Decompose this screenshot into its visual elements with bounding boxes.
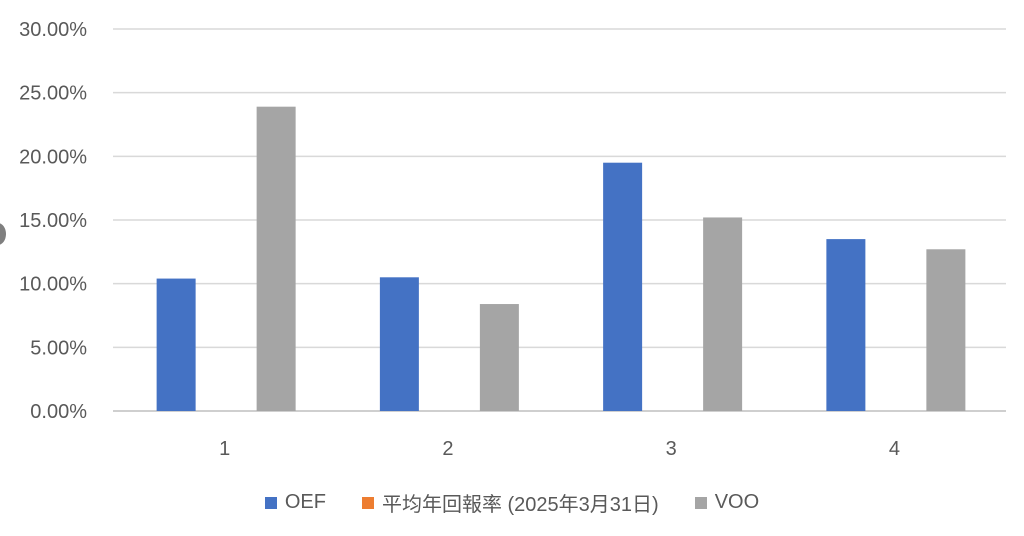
legend-label-voo: VOO [714, 491, 760, 513]
bars [156, 106, 966, 411]
bar-oef-1 [156, 278, 196, 411]
legend-item-average-return: 平均年回報率 (2025年3月31日) [361, 488, 659, 517]
bar-voo-1 [256, 106, 296, 411]
y-tick-label: 0.00% [30, 401, 87, 423]
bar-oef-2 [379, 277, 419, 411]
legend-label-average-return: 平均年回報率 (2025年3月31日) [381, 494, 659, 516]
edge-circle-icon [0, 223, 6, 245]
bar-voo-3 [703, 217, 743, 411]
y-tick-label: 15.00% [19, 210, 87, 232]
y-tick-label: 20.00% [19, 146, 87, 168]
legend-label-oef: OEF [284, 491, 326, 513]
y-tick-label: 25.00% [19, 83, 87, 105]
bar-oef-4 [826, 239, 866, 411]
bar-voo-4 [926, 249, 966, 411]
legend-item-oef: OEF [264, 491, 326, 514]
x-tick-label: 4 [889, 438, 900, 460]
x-tick-label: 2 [442, 438, 453, 460]
bar-voo-2 [479, 304, 519, 411]
axes: 0.00% 5.00% 10.00% 15.00% 20.00% 25.00% 30.00%… [19, 19, 900, 460]
x-tick-label: 3 [666, 438, 677, 460]
y-tick-label: 5.00% [30, 337, 87, 359]
x-tick-label: 1 [219, 438, 230, 460]
legend-swatch-average-return [361, 496, 374, 509]
legend-swatch-oef [264, 496, 277, 509]
y-tick-label: 10.00% [19, 274, 87, 296]
gridlines [113, 28, 1006, 412]
y-tick-label: 30.00% [19, 19, 87, 41]
legend: OEF 平均年回報率 (2025年3月31日) VOO [0, 488, 1024, 517]
bar-oef-3 [603, 162, 643, 411]
legend-swatch-voo [694, 496, 707, 509]
legend-item-voo: VOO [694, 491, 760, 514]
